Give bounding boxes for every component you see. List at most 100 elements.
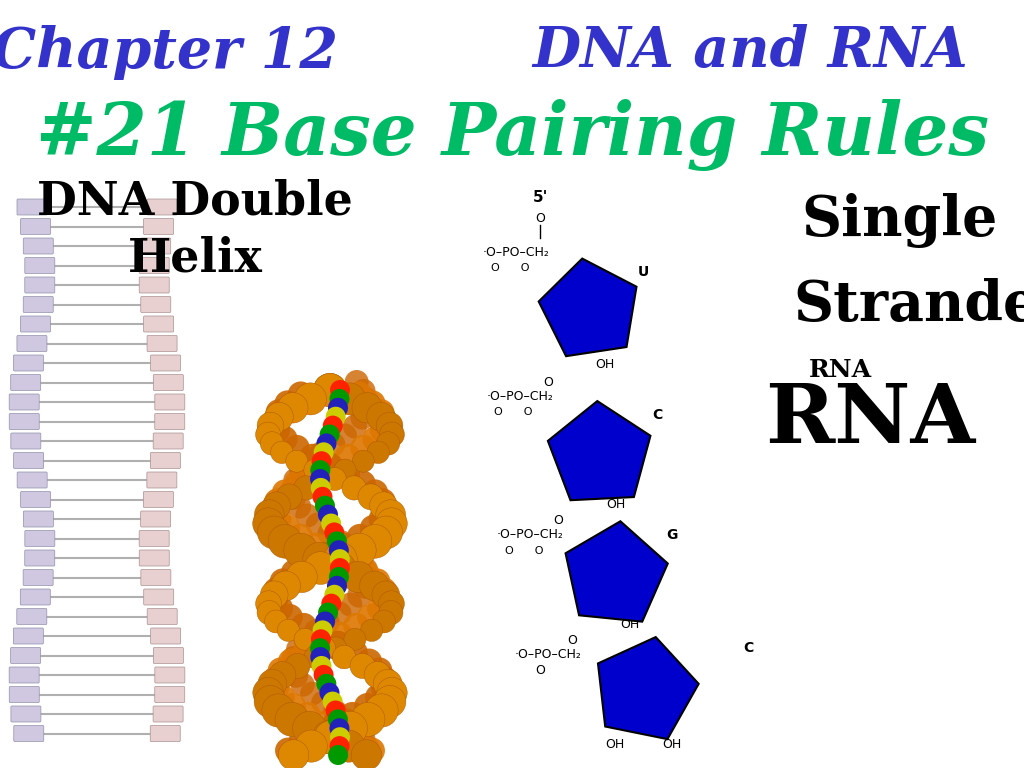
- Circle shape: [263, 578, 289, 604]
- Text: U: U: [637, 265, 648, 279]
- FancyBboxPatch shape: [20, 492, 50, 508]
- Circle shape: [313, 541, 339, 568]
- FancyBboxPatch shape: [143, 589, 174, 605]
- Circle shape: [264, 402, 293, 431]
- Circle shape: [304, 459, 326, 482]
- Text: OH: OH: [663, 739, 682, 752]
- Circle shape: [376, 432, 399, 455]
- Polygon shape: [539, 259, 637, 356]
- FancyBboxPatch shape: [17, 336, 47, 352]
- Circle shape: [309, 631, 335, 657]
- Circle shape: [317, 521, 342, 545]
- Circle shape: [362, 479, 388, 505]
- Circle shape: [305, 720, 331, 746]
- Circle shape: [328, 745, 348, 765]
- Text: O      O: O O: [494, 407, 532, 417]
- Circle shape: [293, 711, 327, 745]
- Polygon shape: [598, 637, 698, 739]
- Circle shape: [303, 542, 337, 576]
- Circle shape: [330, 530, 353, 554]
- Text: O: O: [536, 211, 545, 224]
- Circle shape: [260, 432, 284, 455]
- FancyBboxPatch shape: [154, 433, 183, 449]
- Circle shape: [329, 540, 349, 560]
- FancyBboxPatch shape: [20, 219, 50, 234]
- FancyBboxPatch shape: [155, 667, 185, 683]
- Circle shape: [276, 604, 303, 630]
- Circle shape: [323, 692, 343, 712]
- Circle shape: [304, 645, 328, 669]
- Circle shape: [346, 382, 373, 408]
- Circle shape: [311, 452, 332, 472]
- Circle shape: [265, 399, 292, 425]
- Circle shape: [339, 702, 366, 728]
- Circle shape: [317, 452, 343, 478]
- Circle shape: [372, 667, 397, 692]
- Circle shape: [353, 560, 379, 585]
- Circle shape: [325, 522, 344, 542]
- Circle shape: [369, 399, 394, 425]
- FancyBboxPatch shape: [155, 413, 184, 429]
- Circle shape: [370, 417, 396, 443]
- Circle shape: [316, 433, 337, 453]
- FancyBboxPatch shape: [143, 219, 173, 234]
- Circle shape: [331, 533, 356, 559]
- FancyBboxPatch shape: [151, 355, 180, 371]
- Circle shape: [262, 497, 288, 523]
- Circle shape: [344, 717, 369, 741]
- Circle shape: [313, 665, 334, 685]
- Circle shape: [269, 568, 296, 594]
- FancyBboxPatch shape: [13, 726, 44, 741]
- Circle shape: [372, 497, 398, 523]
- Circle shape: [317, 505, 338, 525]
- Circle shape: [292, 640, 318, 666]
- Circle shape: [351, 379, 376, 403]
- Circle shape: [327, 576, 347, 596]
- Circle shape: [376, 412, 402, 439]
- Circle shape: [333, 645, 356, 669]
- Circle shape: [365, 568, 390, 594]
- Circle shape: [262, 408, 288, 434]
- Circle shape: [262, 667, 289, 692]
- Circle shape: [288, 382, 313, 408]
- Circle shape: [306, 512, 330, 536]
- FancyBboxPatch shape: [25, 550, 54, 566]
- Circle shape: [370, 492, 397, 520]
- FancyBboxPatch shape: [9, 413, 39, 429]
- Circle shape: [295, 504, 319, 528]
- Circle shape: [359, 737, 385, 763]
- Circle shape: [330, 549, 350, 569]
- Circle shape: [316, 674, 336, 694]
- FancyBboxPatch shape: [20, 589, 50, 605]
- FancyBboxPatch shape: [17, 199, 47, 215]
- Circle shape: [275, 703, 309, 737]
- Circle shape: [310, 638, 330, 658]
- Text: O: O: [543, 376, 553, 389]
- FancyBboxPatch shape: [24, 296, 53, 313]
- Circle shape: [374, 670, 402, 698]
- Circle shape: [284, 468, 307, 492]
- Circle shape: [323, 415, 343, 435]
- Circle shape: [265, 506, 292, 532]
- Circle shape: [352, 450, 375, 472]
- Circle shape: [335, 444, 360, 470]
- Text: ·O–PO–CH₂: ·O–PO–CH₂: [482, 246, 550, 259]
- Circle shape: [371, 578, 396, 604]
- Text: DNA and RNA: DNA and RNA: [532, 25, 968, 80]
- Text: #21 Base Pairing Rules: #21 Base Pairing Rules: [36, 99, 988, 171]
- Circle shape: [291, 613, 316, 639]
- Circle shape: [282, 646, 306, 670]
- Circle shape: [334, 383, 366, 415]
- Circle shape: [359, 390, 385, 416]
- FancyBboxPatch shape: [9, 394, 39, 410]
- FancyBboxPatch shape: [25, 257, 55, 273]
- Circle shape: [284, 435, 309, 461]
- Circle shape: [313, 373, 347, 406]
- Circle shape: [353, 557, 378, 581]
- Circle shape: [354, 397, 379, 421]
- FancyBboxPatch shape: [13, 452, 44, 468]
- Circle shape: [254, 686, 287, 717]
- Circle shape: [322, 432, 345, 456]
- Circle shape: [269, 661, 296, 688]
- Circle shape: [298, 450, 323, 474]
